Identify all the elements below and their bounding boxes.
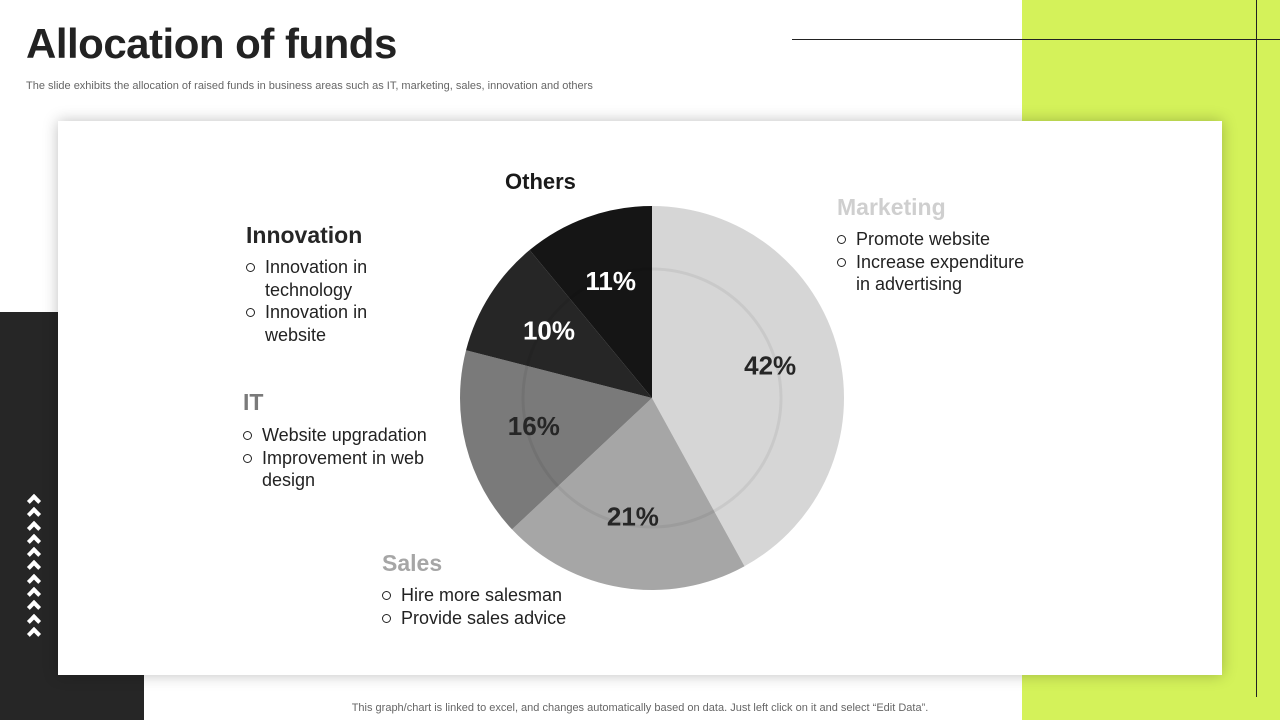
pie-slice-innovation [466, 250, 652, 398]
pie-label-it: 16% [508, 411, 560, 441]
category-heading-it: IT [243, 389, 264, 415]
page-title: Allocation of funds [26, 20, 397, 67]
list-item: Hire more salesman [382, 584, 602, 607]
pie-label-marketing: 42% [744, 351, 796, 381]
marketing-list: Promote website Increase expenditure in … [837, 228, 1042, 296]
vertical-decorative-line [1256, 0, 1257, 697]
sales-list: Hire more salesman Provide sales advice [382, 584, 602, 629]
list-item: Increase expenditure in advertising [837, 251, 1042, 296]
it-list: Website upgradation Improvement in web d… [243, 424, 433, 492]
list-item: Improvement in web design [243, 447, 433, 492]
pie-inner-ring [521, 267, 783, 529]
footer-note: This graph/chart is linked to excel, and… [351, 702, 929, 714]
list-item: Innovation in technology [246, 256, 411, 301]
category-heading-marketing: Marketing [837, 194, 946, 220]
list-item: Innovation in website [246, 301, 411, 346]
category-heading-others: Others [505, 169, 576, 194]
list-item: Website upgradation [243, 424, 433, 447]
pie-label-innovation: 10% [523, 316, 575, 346]
category-heading-sales: Sales [382, 550, 443, 576]
list-item: Provide sales advice [382, 607, 602, 630]
pie-slice-sales [512, 398, 745, 590]
pie-label-sales: 21% [607, 501, 659, 531]
page-subtitle: The slide exhibits the allocation of rai… [26, 80, 593, 92]
pie-label-others: 11% [585, 266, 636, 296]
category-heading-innovation: Innovation [246, 222, 363, 248]
pie-slice-it [460, 350, 652, 530]
innovation-list: Innovation in technology Innovation in w… [246, 256, 411, 346]
pie-slice-marketing [652, 206, 844, 567]
pie-slice-others [529, 206, 652, 398]
list-item: Promote website [837, 228, 1042, 251]
top-decorative-line [792, 39, 1280, 40]
